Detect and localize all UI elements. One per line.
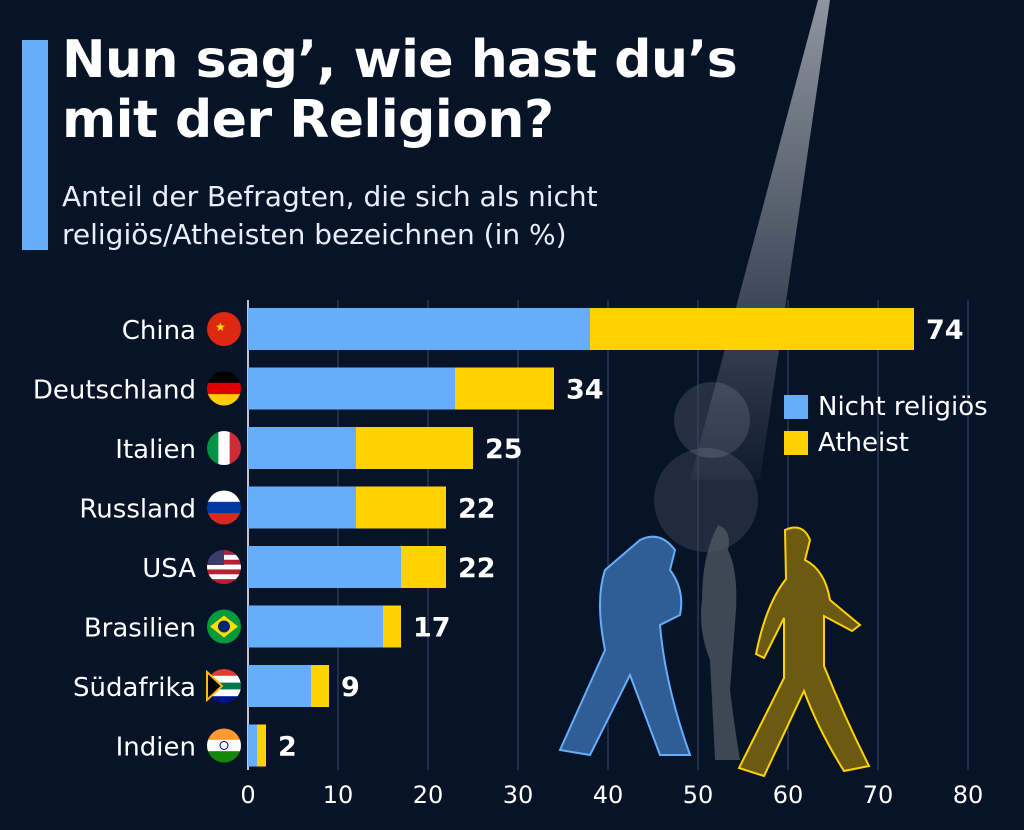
legend: Nicht religiös Atheist: [784, 392, 988, 464]
x-tick-label: 80: [953, 781, 984, 809]
flag-bg: [207, 312, 241, 346]
flag-stripe: [207, 564, 241, 570]
data-label: 9: [341, 672, 360, 703]
data-label: 34: [566, 375, 604, 406]
usa-flag-icon: [207, 550, 241, 584]
title-accent-bar: [22, 40, 48, 250]
bar-nicht-religioes: [248, 427, 356, 469]
chart-title: Nun sag’, wie hast du’s mit der Religion…: [62, 30, 738, 150]
flag-stripe: [207, 682, 241, 690]
italy-flag-icon: [207, 431, 241, 465]
flag-stripe: [207, 689, 241, 697]
subtitle-line-1: Anteil der Befragten, die sich als nicht: [62, 180, 598, 213]
flag-stripe: [207, 669, 241, 677]
data-label: 2: [278, 732, 297, 763]
china-flag-icon: ★: [207, 312, 241, 346]
category-label: Indien: [116, 733, 196, 763]
south-africa-flag-icon: [206, 669, 241, 703]
flag-stripe: [207, 696, 241, 703]
x-tick-label: 50: [683, 781, 714, 809]
legend-item-atheist: Atheist: [784, 428, 988, 458]
legend-label-atheist: Atheist: [818, 428, 909, 458]
flag-triangle: [206, 669, 224, 703]
light-orb: [674, 382, 750, 458]
flag-stripe: [207, 569, 241, 575]
russia-flag-icon: [207, 490, 241, 525]
legend-item-nicht-religioes: Nicht religiös: [784, 392, 988, 422]
category-label: Südafrika: [73, 673, 196, 703]
flag-canton: [207, 550, 224, 565]
bar-nicht-religioes: [248, 724, 257, 767]
bar-nicht-religioes: [248, 546, 401, 588]
x-tick-label: 30: [503, 781, 534, 809]
flag-stripe: [207, 371, 241, 384]
category-label: Russland: [79, 495, 196, 525]
flag-stripe: [207, 513, 241, 525]
light-orb: [654, 448, 758, 552]
category-label: Italien: [115, 435, 196, 465]
data-label: 22: [458, 494, 496, 525]
india-flag-icon: [207, 728, 241, 763]
bar-nicht-religioes: [248, 665, 311, 707]
data-label: 74: [926, 315, 964, 346]
flag-stripe: [218, 431, 231, 465]
category-label: Deutschland: [33, 376, 196, 406]
flag-chakra: [219, 741, 229, 750]
data-label: 17: [413, 613, 451, 644]
category-label: Brasilien: [84, 614, 196, 644]
person-silhouette-grey: [701, 525, 740, 760]
person-silhouette-blue: [558, 535, 692, 757]
bar-atheist: [590, 308, 914, 350]
bar-atheist: [257, 724, 266, 767]
bar-nicht-religioes: [248, 367, 455, 410]
bar-nicht-religioes: [248, 308, 590, 350]
bar-atheist: [455, 367, 554, 410]
title-line-1: Nun sag’, wie hast du’s: [62, 30, 738, 90]
flag-stripe: [207, 739, 241, 752]
category-label: USA: [142, 554, 196, 584]
flag-stripe: [207, 574, 241, 580]
flag-stripe: [207, 501, 241, 514]
walking-people-illustration: [558, 525, 871, 778]
germany-flag-icon: [207, 371, 241, 406]
data-label: 25: [485, 434, 523, 465]
data-label: 22: [458, 553, 496, 584]
bar-atheist: [383, 605, 401, 648]
flag-stripe: [207, 579, 241, 584]
chart-subtitle: Anteil der Befragten, die sich als nicht…: [62, 178, 598, 254]
flag-stripe: [207, 728, 241, 741]
x-tick-label: 0: [240, 781, 255, 809]
x-tick-label: 70: [863, 781, 894, 809]
subtitle-line-2: religiös/Atheisten bezeichnen (in %): [62, 218, 567, 251]
bar-atheist: [356, 486, 446, 529]
flag-stripe: [207, 382, 241, 395]
x-tick-label: 20: [413, 781, 444, 809]
flag-stripe: [207, 490, 241, 503]
flag-stripe: [229, 431, 241, 465]
legend-swatch-atheist: [784, 431, 808, 455]
flag-stripe: [207, 431, 219, 465]
bar-atheist: [356, 427, 473, 469]
x-tick-label: 60: [773, 781, 804, 809]
person-silhouette-yellow: [737, 526, 871, 778]
x-tick-label: 10: [323, 781, 354, 809]
flag-globe: [218, 620, 230, 633]
legend-swatch-nicht-religioes: [784, 395, 808, 419]
legend-label-nicht-religioes: Nicht religiös: [818, 392, 988, 422]
bar-atheist: [401, 546, 446, 588]
title-line-2: mit der Religion?: [62, 90, 554, 150]
flag-stripe: [207, 751, 241, 763]
bar-atheist: [311, 665, 329, 707]
spotlight-beam: [690, 0, 830, 480]
bar-nicht-religioes: [248, 605, 383, 648]
flag-stripe: [207, 394, 241, 406]
x-tick-label: 40: [593, 781, 624, 809]
flag-stripe: [207, 675, 241, 684]
bar-nicht-religioes: [248, 486, 356, 529]
flag-star: ★: [215, 320, 226, 334]
category-label: China: [122, 316, 196, 346]
brazil-flag-icon: [207, 609, 241, 644]
